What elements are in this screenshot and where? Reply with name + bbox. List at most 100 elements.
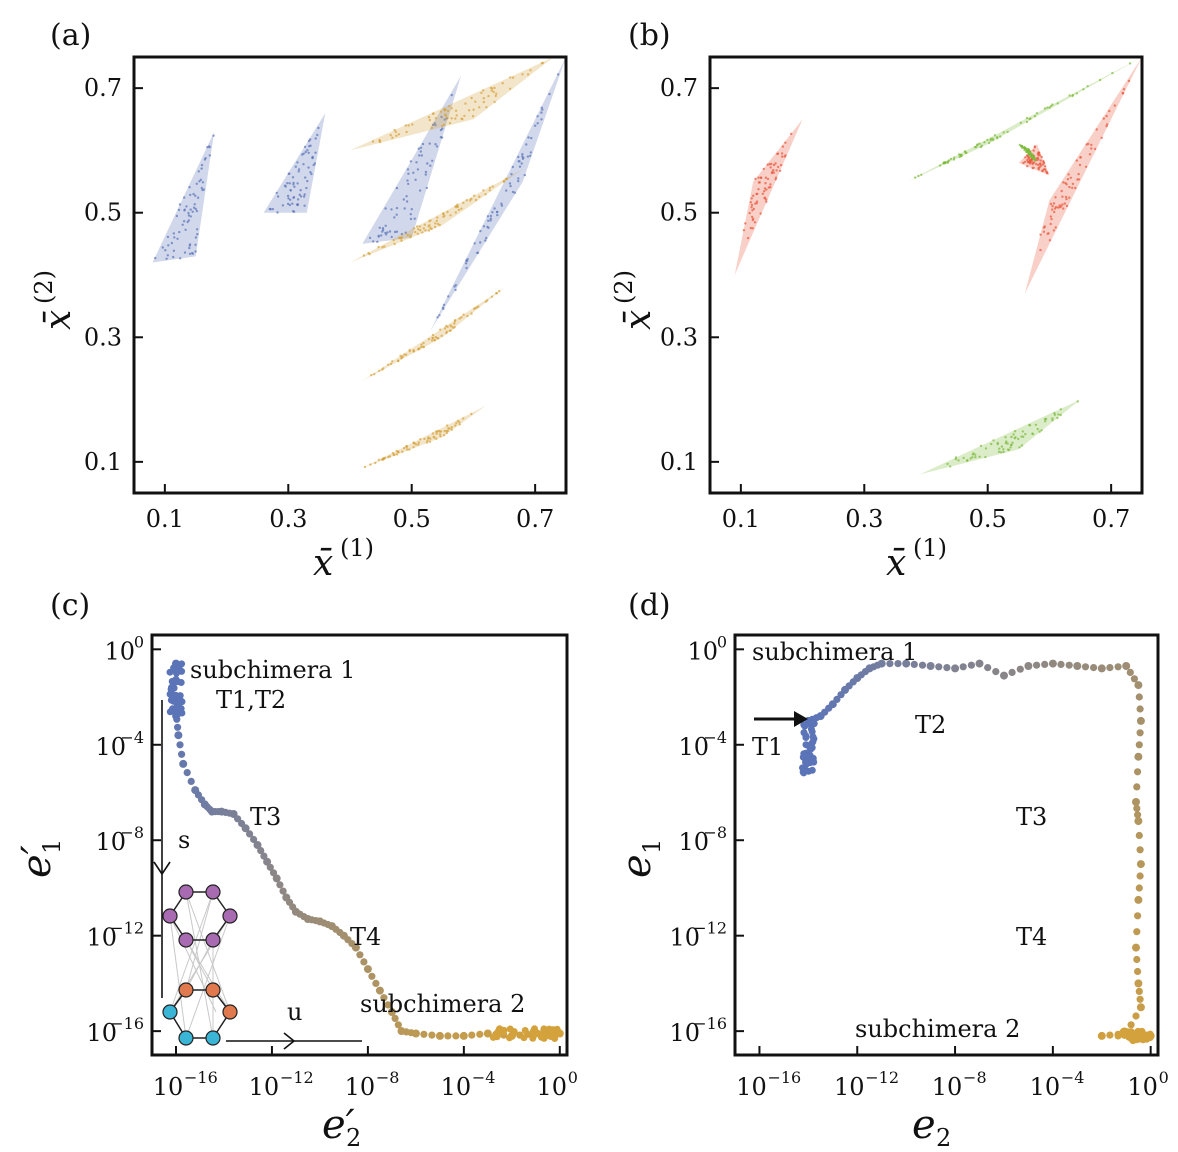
- scatter-point: [511, 76, 515, 79]
- scatter-point: [776, 152, 780, 155]
- trajectory-point: [1016, 665, 1024, 673]
- scatter-point: [409, 234, 412, 237]
- x-tick-label: 10: [1030, 1073, 1061, 1101]
- scatter-point: [1000, 451, 1003, 454]
- scatter-point: [949, 157, 953, 161]
- scatter-point: [166, 235, 170, 239]
- scatter-point: [296, 198, 300, 201]
- scatter-point: [1079, 156, 1082, 159]
- panel-c-y-label-group: e′ 1: [14, 839, 66, 878]
- y-tick-label: 10: [95, 828, 126, 856]
- scatter-point: [395, 213, 398, 216]
- panel-b-label: (b): [628, 18, 671, 53]
- scatter-point: [368, 252, 371, 256]
- trajectory-point: [187, 777, 195, 786]
- scatter-point: [191, 210, 194, 213]
- scatter-point: [429, 164, 432, 167]
- scatter-point: [1012, 433, 1015, 436]
- scatter-point: [453, 320, 457, 323]
- scatter-point: [464, 102, 467, 105]
- scatter-point: [378, 369, 381, 372]
- subchimera-1-point: [800, 721, 808, 729]
- trajectory-point: [1135, 987, 1143, 996]
- scatter-point: [406, 168, 410, 171]
- scatter-point: [186, 220, 189, 224]
- scatter-point: [1127, 79, 1131, 83]
- scatter-point: [384, 224, 387, 227]
- scatter-point: [303, 145, 307, 149]
- scatter-point: [498, 289, 501, 293]
- network-node: [162, 1004, 178, 1020]
- panel-a-clusters: [152, 57, 566, 469]
- scatter-point: [181, 223, 184, 226]
- scatter-point: [189, 215, 192, 218]
- scatter-point: [212, 134, 215, 137]
- scatter-point: [946, 462, 949, 466]
- scatter-point: [412, 227, 415, 230]
- scatter-point: [431, 336, 434, 340]
- scatter-point: [437, 337, 440, 340]
- trajectory-point: [959, 663, 967, 671]
- subchimera-1-point: [166, 708, 174, 716]
- scatter-point: [493, 207, 496, 210]
- scatter-point: [289, 189, 292, 192]
- x-tick-exponent: −12: [280, 1068, 314, 1087]
- trajectory-point: [174, 731, 183, 740]
- scatter-point: [412, 350, 415, 353]
- scatter-point: [399, 354, 402, 357]
- scatter-point: [408, 448, 411, 451]
- scatter-point: [954, 456, 958, 459]
- scatter-point: [517, 177, 520, 180]
- scatter-point: [431, 333, 435, 337]
- scatter-point: [455, 114, 458, 117]
- scatter-point: [749, 226, 753, 230]
- network-node: [178, 932, 194, 948]
- scatter-point: [292, 196, 296, 199]
- scatter-point: [753, 221, 757, 224]
- scatter-point: [1054, 196, 1057, 199]
- scatter-point: [196, 196, 200, 199]
- x-tick-label: 0.3: [269, 505, 307, 533]
- scatter-point: [393, 128, 396, 132]
- scatter-point: [1022, 161, 1025, 165]
- scatter-point: [440, 115, 443, 119]
- scatter-point: [172, 255, 175, 259]
- scatter-point: [292, 183, 295, 186]
- scatter-point: [436, 430, 439, 433]
- scatter-point: [1078, 163, 1082, 167]
- scatter-point: [405, 130, 408, 134]
- trajectory-point: [894, 660, 902, 668]
- cluster-region: [1024, 57, 1142, 294]
- scatter-point: [294, 165, 297, 168]
- trajectory-point: [1057, 660, 1065, 669]
- subchimera-1-point: [166, 690, 174, 698]
- trajectory-point: [1081, 663, 1090, 671]
- trajectory-point: [910, 660, 918, 669]
- scatter-point: [750, 203, 754, 207]
- scatter-point: [991, 137, 994, 140]
- scatter-point: [1043, 107, 1047, 110]
- scatter-point: [289, 198, 292, 201]
- scatter-point: [419, 438, 422, 441]
- annotation-u: u: [287, 998, 302, 1026]
- scatter-point: [1006, 130, 1009, 134]
- scatter-point: [517, 155, 520, 159]
- scatter-point: [463, 114, 466, 118]
- trajectory-point: [1136, 716, 1145, 725]
- scatter-point: [194, 243, 197, 246]
- scatter-point: [198, 180, 201, 183]
- scatter-point: [1046, 171, 1049, 174]
- trajectory-point: [1136, 995, 1144, 1003]
- scatter-point: [466, 314, 469, 318]
- scatter-point: [409, 213, 412, 216]
- scatter-point: [541, 108, 544, 111]
- annotation-t1-t2: T1,T2: [216, 686, 286, 714]
- trajectory-point: [1136, 860, 1145, 869]
- scatter-point: [301, 153, 304, 156]
- scatter-point: [530, 136, 533, 140]
- scatter-point: [376, 240, 379, 243]
- scatter-point: [966, 459, 969, 462]
- scatter-point: [445, 324, 448, 328]
- scatter-point: [400, 236, 403, 239]
- scatter-point: [1058, 206, 1062, 209]
